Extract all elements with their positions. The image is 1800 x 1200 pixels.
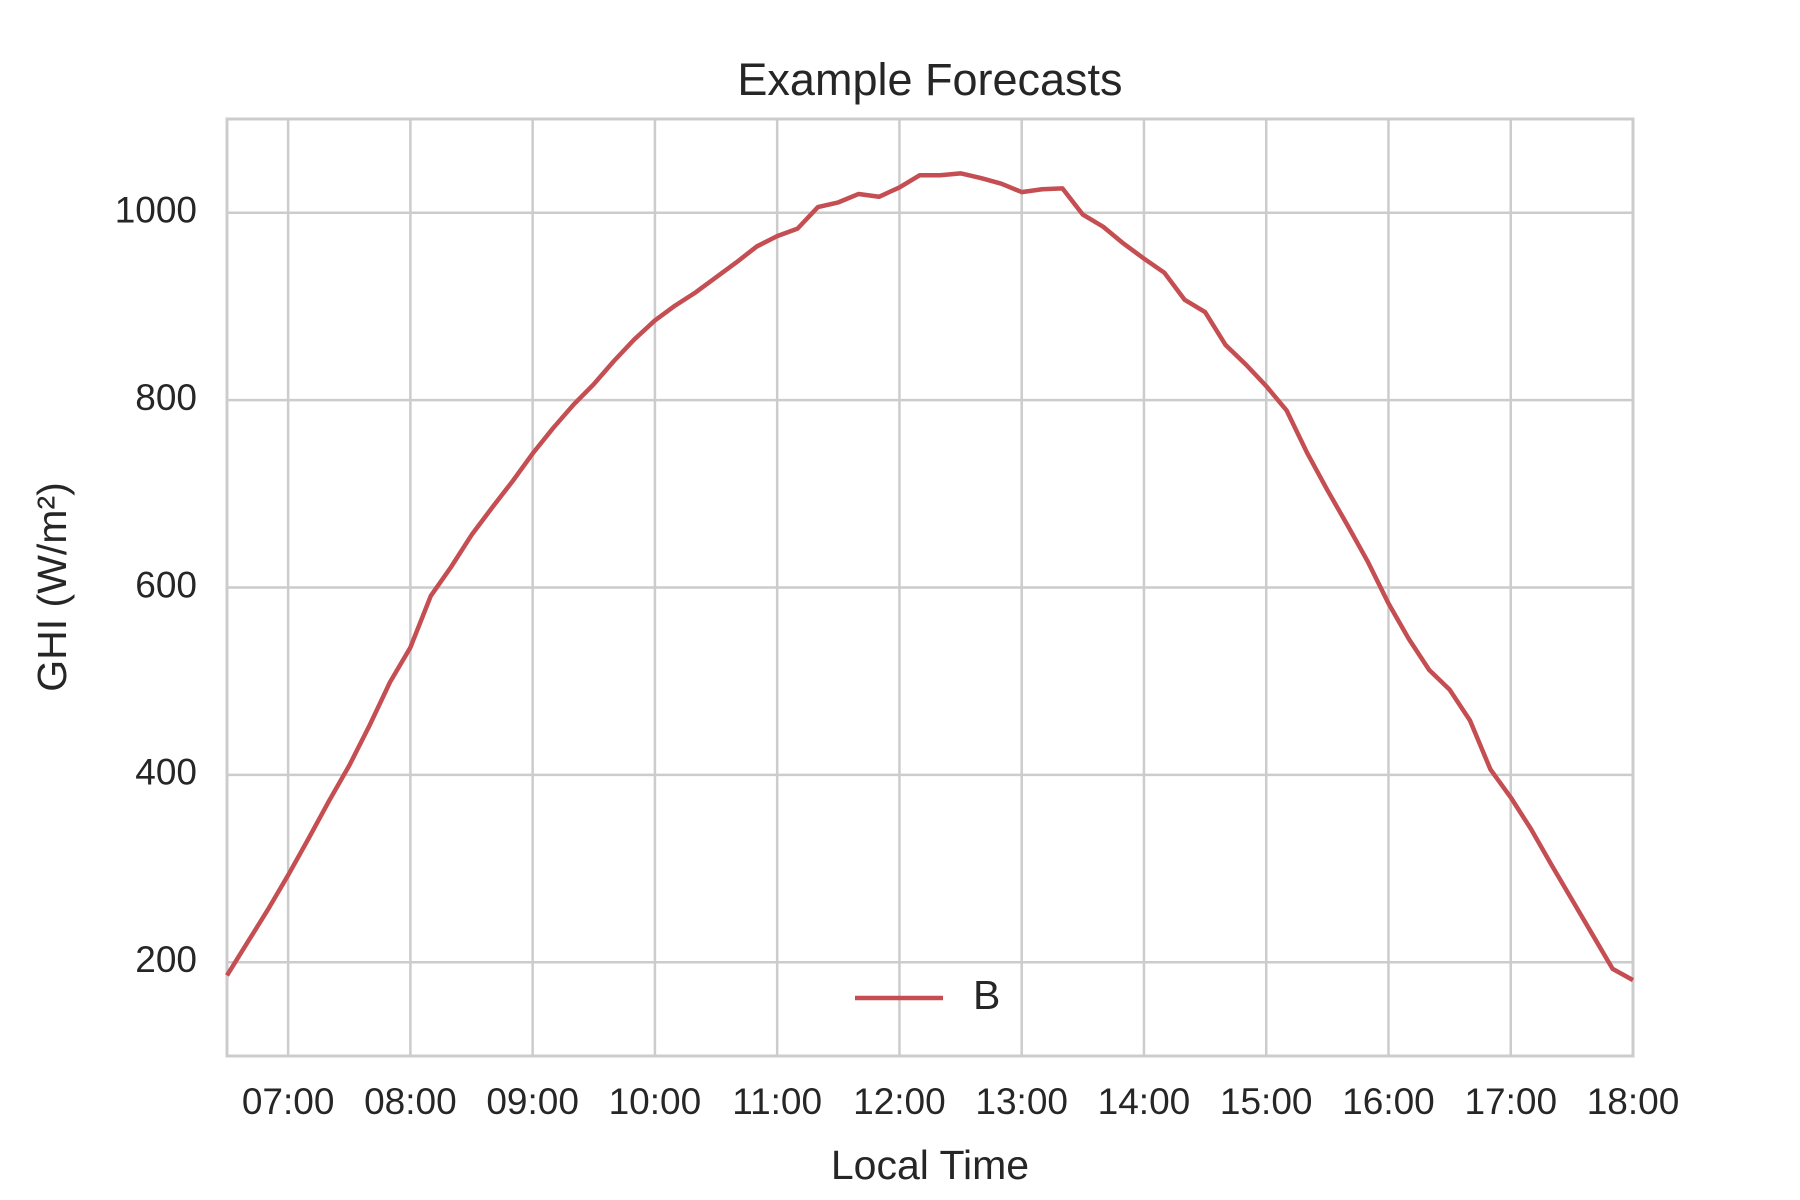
y-tick-label: 400 — [135, 752, 197, 793]
y-axis-label: GHI (W/m²) — [29, 482, 75, 691]
x-tick-label: 16:00 — [1342, 1081, 1435, 1122]
x-tick-label: 11:00 — [732, 1081, 822, 1122]
x-tick-label: 15:00 — [1220, 1081, 1313, 1122]
data-line — [225, 171, 1635, 983]
legend-label: B — [973, 972, 1000, 1018]
x-tick-label: 18:00 — [1587, 1081, 1680, 1122]
x-tick-label: 08:00 — [364, 1081, 457, 1122]
x-tick-label: 10:00 — [609, 1081, 702, 1122]
x-tick-label: 17:00 — [1464, 1081, 1557, 1122]
chart-title: Example Forecasts — [737, 54, 1122, 105]
plot-frame — [225, 117, 1635, 1058]
x-tick-label: 12:00 — [853, 1081, 946, 1122]
x-tick-label: 14:00 — [1098, 1081, 1191, 1122]
y-tick-label: 800 — [135, 377, 197, 418]
x-tick-label: 09:00 — [486, 1081, 579, 1122]
x-tick-label: 07:00 — [242, 1081, 335, 1122]
x-axis-label: Local Time — [831, 1142, 1029, 1188]
y-tick-label: 600 — [135, 564, 197, 605]
x-tick-label: 13:00 — [975, 1081, 1068, 1122]
y-tick-label: 200 — [135, 939, 197, 980]
y-tick-label: 1000 — [115, 189, 197, 230]
